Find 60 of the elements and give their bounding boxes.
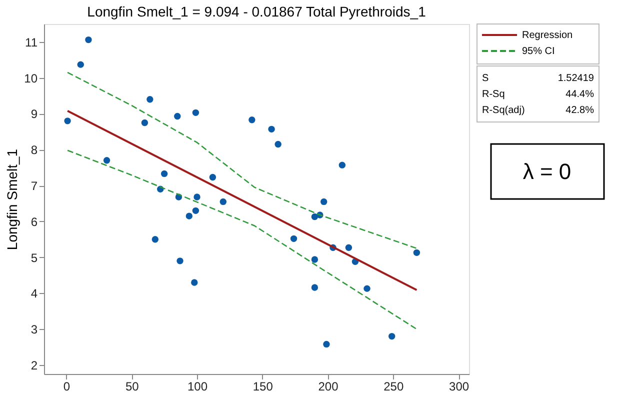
point xyxy=(209,174,216,181)
chart-title: Longfin Smelt_1 = 9.094 - 0.01867 Total Pyrethroids_1 xyxy=(87,4,426,20)
y-tick-label: 4 xyxy=(30,286,38,301)
x-tick-label: 100 xyxy=(187,380,208,394)
point xyxy=(364,285,370,292)
y-tick-label: 5 xyxy=(30,250,38,265)
point xyxy=(388,332,396,340)
x-tick-label: 50 xyxy=(125,380,140,394)
point xyxy=(194,194,200,200)
point xyxy=(103,157,110,164)
point xyxy=(413,249,420,256)
y-tick-label: 3 xyxy=(30,322,38,337)
point xyxy=(192,109,200,116)
y-tick-label: 9 xyxy=(30,107,38,122)
text: λ = 0 xyxy=(522,159,572,184)
point xyxy=(290,235,298,242)
point xyxy=(320,198,328,206)
point xyxy=(248,116,256,124)
point xyxy=(64,118,71,124)
x-tick-label: 250 xyxy=(384,380,404,394)
y-tick-label: 7 xyxy=(30,179,38,194)
point xyxy=(191,279,198,286)
text: R-Sq xyxy=(482,89,505,100)
point xyxy=(338,162,346,168)
point xyxy=(311,284,318,291)
point xyxy=(345,244,352,251)
point xyxy=(192,207,200,214)
y-axis-title: Longfin Smelt_1 xyxy=(4,148,20,250)
y-tick-label: 6 xyxy=(30,214,38,229)
y-tick-label: 10 xyxy=(24,71,38,86)
y-tick-label: 8 xyxy=(30,143,38,158)
point xyxy=(152,236,159,243)
text: S xyxy=(482,73,489,84)
legend-label: 95% CI xyxy=(522,46,555,57)
x-tick-label: 300 xyxy=(449,380,470,394)
text: R-Sq(adj) xyxy=(482,105,525,116)
x-tick-label: 200 xyxy=(318,380,339,394)
text: 1.52419 xyxy=(558,73,594,84)
point xyxy=(274,140,282,148)
point xyxy=(186,212,193,220)
point xyxy=(311,256,318,263)
point xyxy=(311,213,318,220)
x-tick-label: 150 xyxy=(252,380,274,394)
text: 42.8% xyxy=(566,105,594,116)
legend-label: Regression xyxy=(522,30,573,41)
text: 44.4% xyxy=(566,89,594,100)
point xyxy=(174,112,181,120)
line-series xyxy=(66,150,418,330)
point xyxy=(77,61,84,68)
point xyxy=(220,198,227,206)
x-tick-label: 0 xyxy=(63,380,70,394)
point xyxy=(176,258,184,264)
y-tick-label: 11 xyxy=(25,35,38,50)
point xyxy=(141,119,148,126)
point xyxy=(160,170,168,178)
point xyxy=(268,126,275,133)
y-tick-label: 2 xyxy=(30,358,38,373)
point xyxy=(323,340,330,348)
point xyxy=(85,36,92,44)
point xyxy=(146,96,154,103)
